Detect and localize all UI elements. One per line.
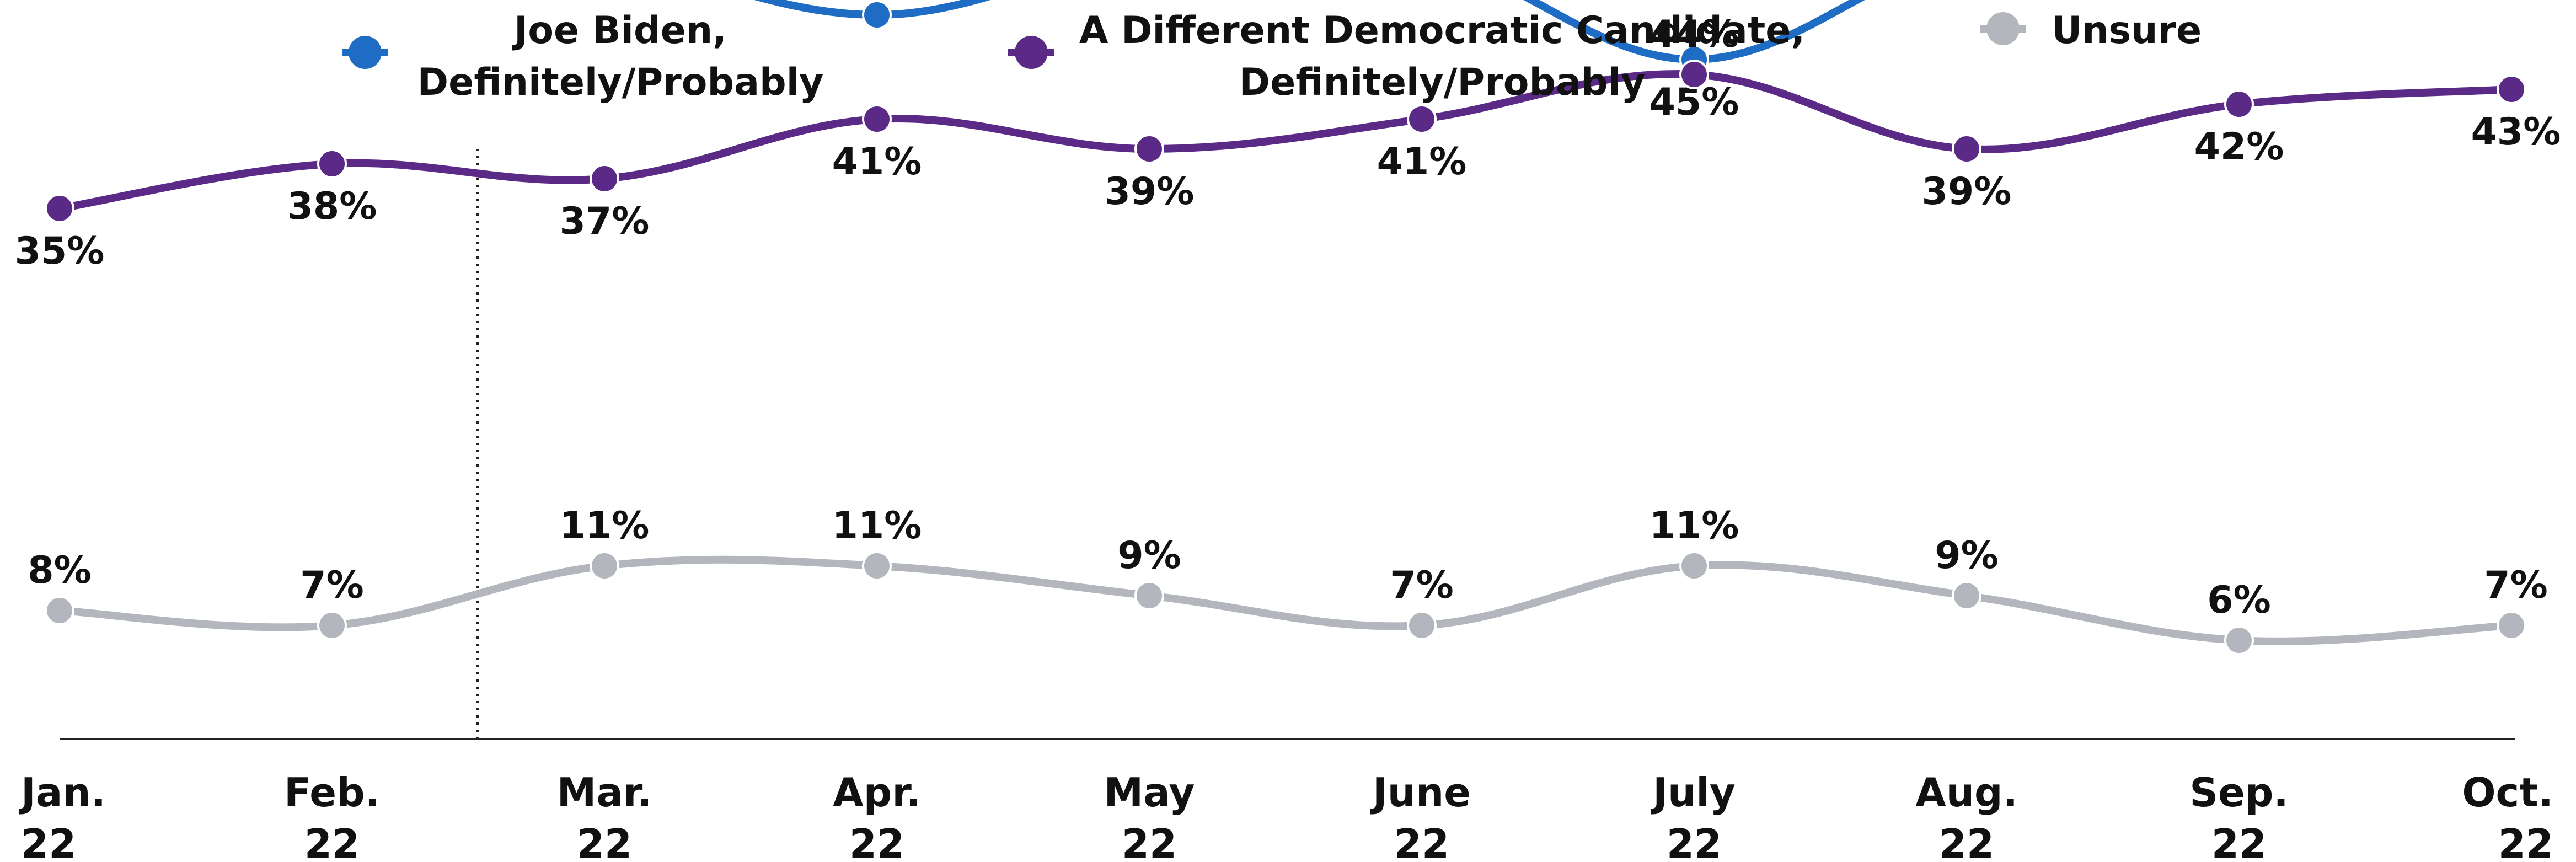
data-point-marker	[45, 194, 74, 223]
data-label: 39%	[1105, 170, 1195, 213]
data-point-marker	[590, 551, 619, 581]
data-label: 9%	[1935, 534, 1998, 577]
data-label: 44%	[1650, 13, 1739, 56]
data-point-marker	[2224, 625, 2254, 655]
data-point-marker	[862, 104, 892, 134]
x-tick-label-year: 22	[577, 821, 632, 862]
x-tick-label-year: 22	[1667, 821, 1722, 862]
data-point-marker	[1952, 134, 1981, 164]
data-point-marker	[1952, 581, 1981, 611]
x-tick-label-month: Mar.	[557, 769, 652, 816]
x-tick-label-year: 22	[2211, 821, 2267, 862]
data-label: 7%	[300, 564, 363, 607]
data-point-marker	[2497, 74, 2526, 104]
data-point-marker	[317, 149, 347, 179]
data-label: 7%	[2484, 564, 2547, 607]
x-tick-label-month: July	[1650, 769, 1736, 816]
legend-label: Definitely/Probably	[1239, 61, 1646, 104]
data-label: 37%	[560, 200, 650, 243]
x-tick-label-year: 22	[21, 821, 76, 862]
legend-swatch-marker	[1986, 12, 2020, 45]
data-label: 38%	[287, 185, 377, 228]
data-point-marker	[1679, 551, 1709, 581]
x-tick-label-month: Aug.	[1915, 769, 2018, 816]
x-tick-label-month: Jan.	[18, 769, 106, 816]
data-label: 6%	[2207, 579, 2270, 622]
legend-swatch-marker	[1015, 36, 1048, 69]
data-point-marker	[2497, 611, 2526, 640]
legend-label: Joe Biden,	[512, 9, 727, 52]
data-label: 9%	[1117, 534, 1181, 577]
data-label: 43%	[2471, 110, 2561, 154]
data-label: 35%	[15, 229, 105, 273]
data-label: 41%	[1377, 140, 1467, 184]
data-point-marker	[1407, 104, 1437, 134]
data-label: 11%	[1650, 504, 1739, 548]
x-tick-label-month: Oct.	[2462, 769, 2553, 816]
series-line-1	[56, 70, 2515, 212]
x-tick-label-month: Feb.	[284, 769, 380, 816]
data-point-marker	[1134, 581, 1164, 611]
x-tick-label-year: 22	[1939, 821, 1994, 862]
legend-label: Unsure	[2052, 9, 2202, 52]
x-tick-label-month: Sep.	[2189, 769, 2289, 816]
data-point-marker	[862, 0, 892, 30]
data-point-marker	[1679, 60, 1709, 89]
legend-label: Definitely/Probably	[417, 61, 824, 104]
x-tick-label-year: 22	[1122, 821, 1177, 862]
data-point-marker	[317, 611, 347, 640]
x-tick-label-month: May	[1104, 769, 1195, 816]
data-label: 11%	[832, 504, 922, 548]
data-point-marker	[590, 164, 619, 194]
data-label: 11%	[560, 504, 650, 548]
data-point-marker	[2224, 89, 2254, 119]
data-label: 42%	[2194, 125, 2284, 169]
data-point-marker	[862, 551, 892, 581]
data-point-marker	[1134, 134, 1164, 164]
x-tick-label-year: 22	[1394, 821, 1449, 862]
x-tick-label-year: 22	[849, 821, 904, 862]
data-label: 8%	[28, 549, 91, 592]
data-label: 39%	[1922, 170, 2012, 213]
data-label: 7%	[1390, 564, 1453, 607]
data-label: 41%	[832, 140, 922, 184]
x-tick-label-year: 22	[304, 821, 360, 862]
legend-swatch-marker	[349, 36, 382, 69]
legend-label: A Different Democratic Candidate,	[1079, 9, 1805, 52]
x-tick-label-month: June	[1370, 769, 1471, 816]
series-line-2	[56, 555, 2515, 645]
x-tick-label-year: 22	[2498, 821, 2553, 862]
x-tick-label-month: Apr.	[833, 769, 921, 816]
data-point-marker	[45, 596, 74, 625]
data-point-marker	[1407, 611, 1437, 640]
